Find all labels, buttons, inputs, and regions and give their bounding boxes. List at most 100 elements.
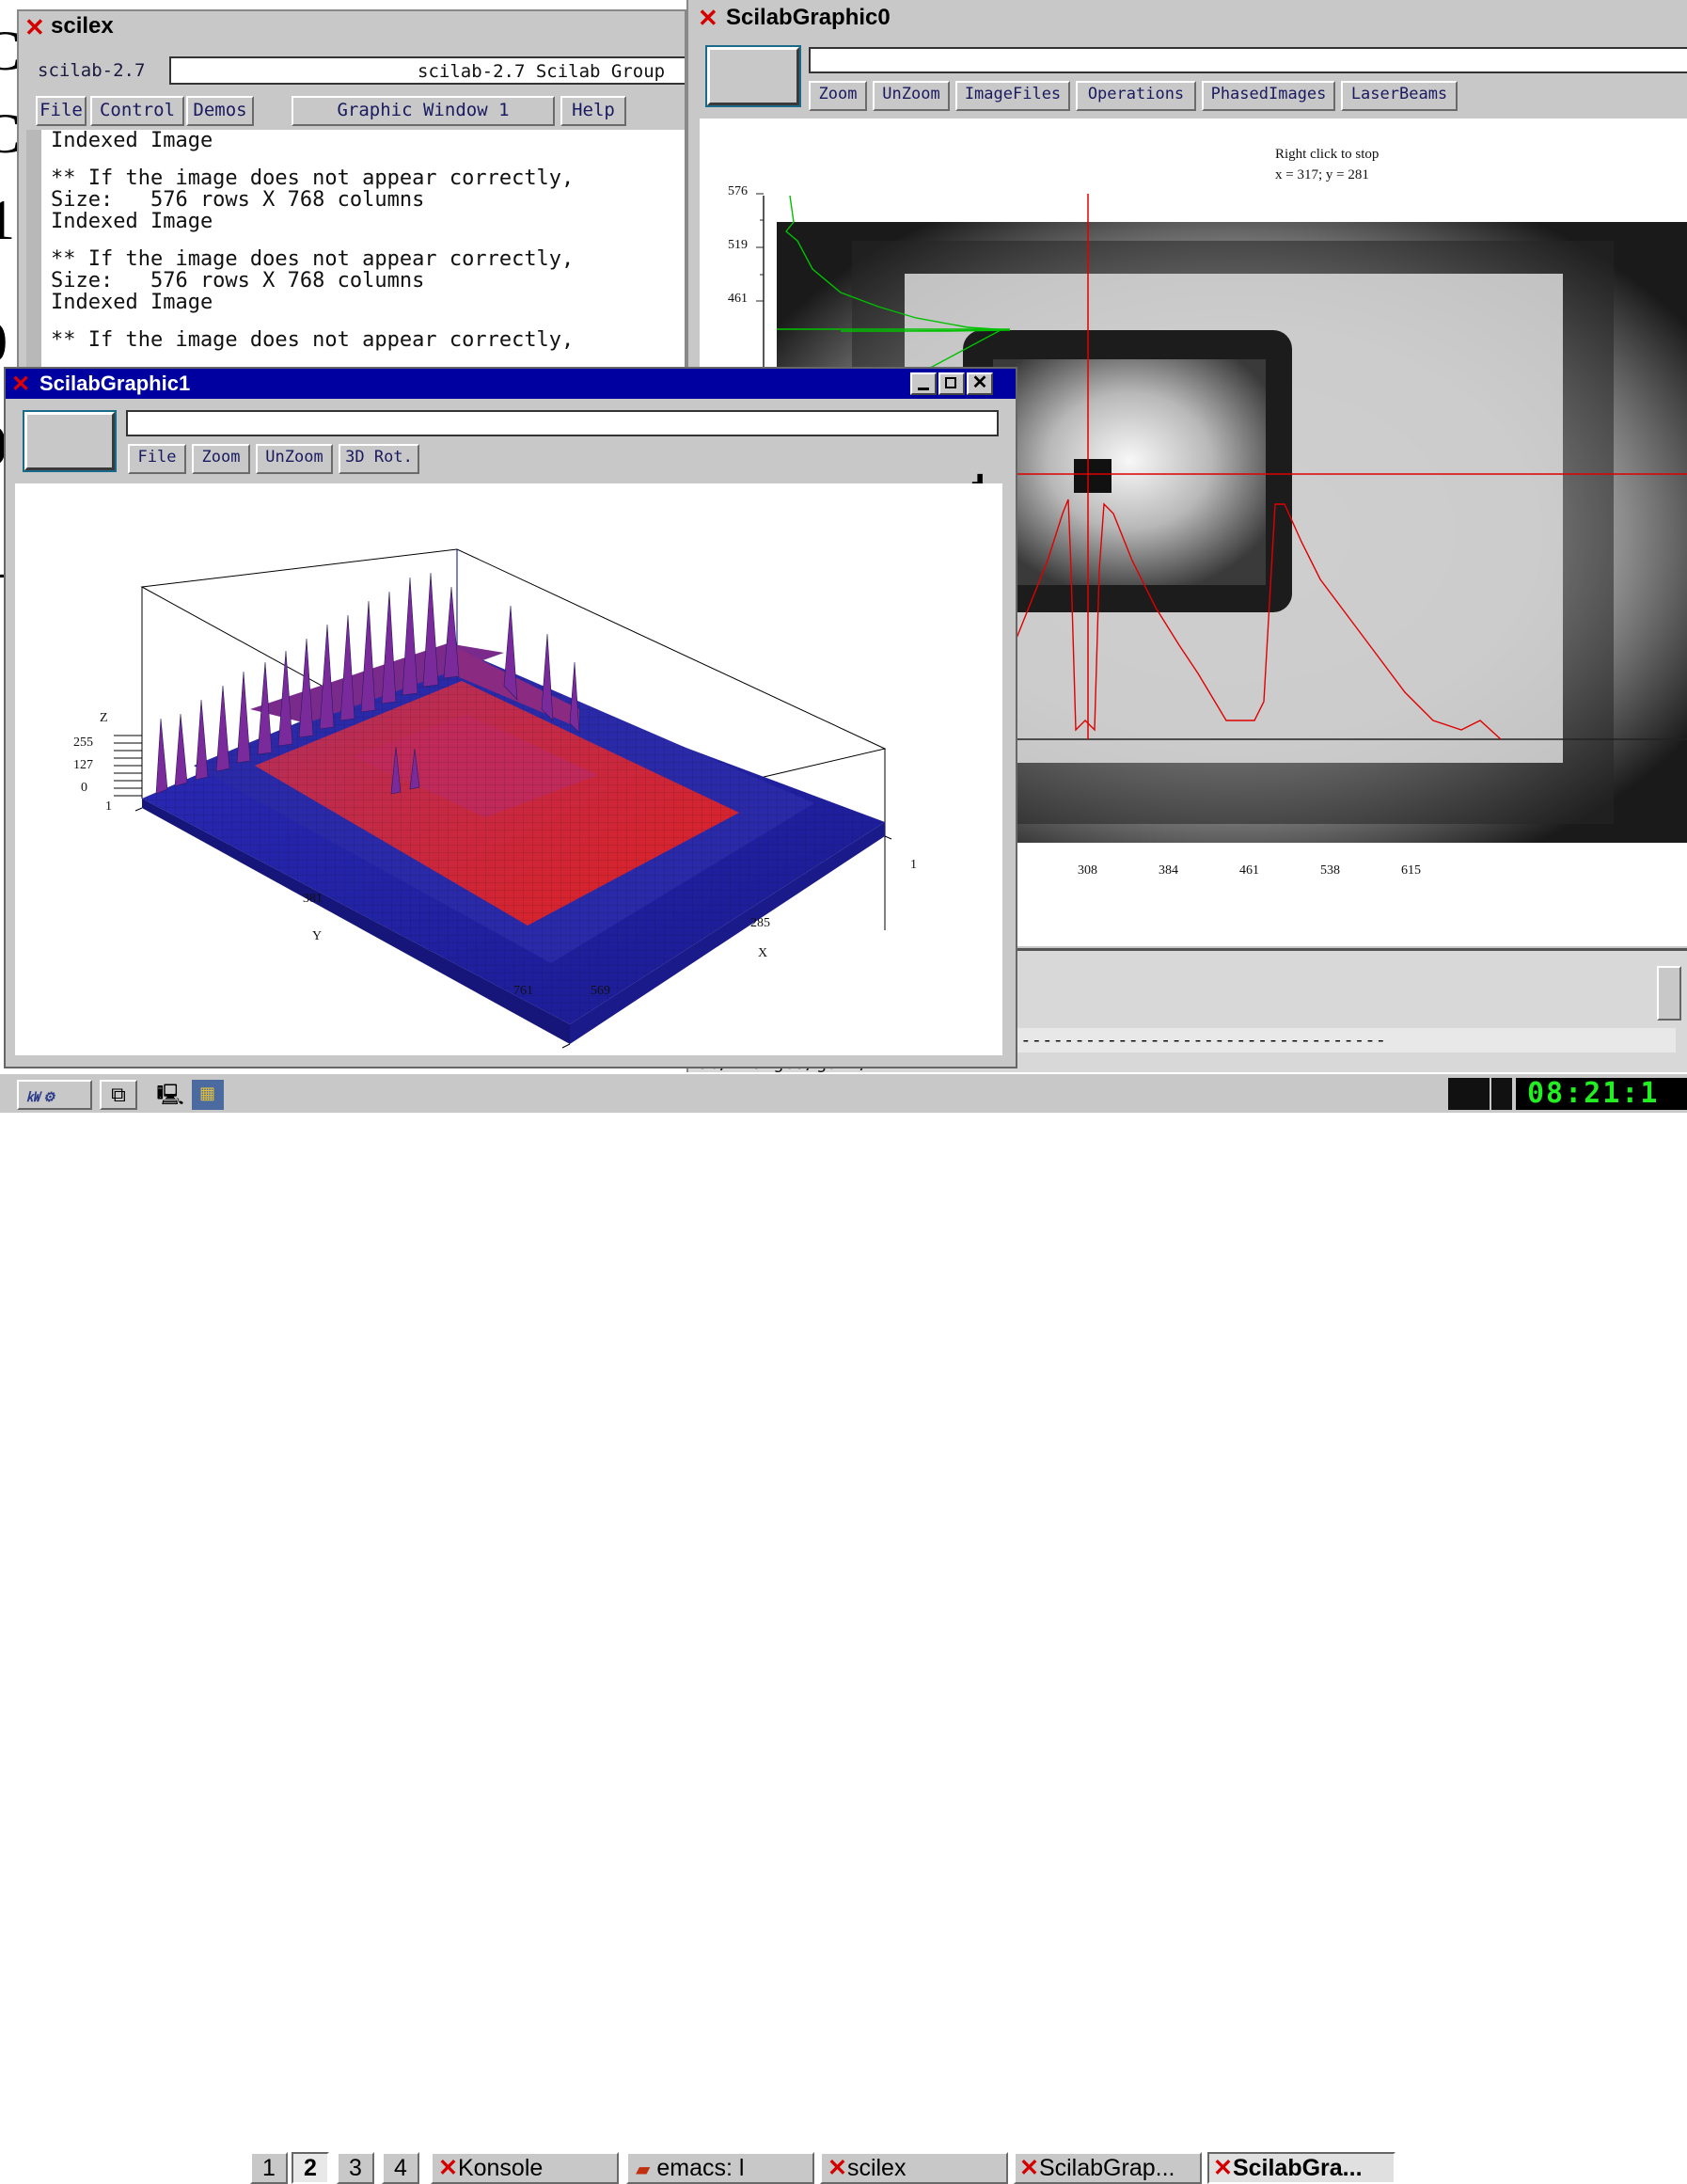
- y-tick-label: 519: [728, 238, 748, 252]
- x-axis-label: X: [758, 946, 768, 960]
- desktop-fragment: 0: [0, 310, 8, 375]
- task-label: ScilabGrap...: [1038, 2155, 1175, 2181]
- task-label: emacs: l: [656, 2155, 745, 2181]
- task-scilabgraphic0[interactable]: ✕ScilabGrap...: [1014, 2152, 1202, 2184]
- imagefiles-button[interactable]: ImageFiles: [955, 81, 1070, 111]
- x11-icon: ✕: [828, 2155, 847, 2181]
- console-line: [51, 232, 574, 248]
- task-scilabgraphic1[interactable]: ✕ScilabGra...: [1207, 2152, 1395, 2184]
- systray-block: [1491, 1078, 1512, 1110]
- graphic1-window: ✕ ScilabGraphic1 ✕ File Zoom UnZoom 3D R…: [4, 367, 1017, 1068]
- desktop-3-button[interactable]: 3: [337, 2152, 374, 2184]
- x11-icon: ✕: [698, 4, 718, 32]
- maximize-button[interactable]: [938, 372, 965, 395]
- menu-help[interactable]: Help: [560, 96, 626, 126]
- x-tick-label: 1: [910, 858, 917, 872]
- y-axis-ticks: [134, 807, 892, 1049]
- laserbeams-button[interactable]: LaserBeams: [1341, 81, 1458, 111]
- 3d-rot-button[interactable]: 3D Rot.: [339, 444, 419, 474]
- scilex-window: ✕ scilex scilab-2.7 scilab-2.7 Scilab Gr…: [17, 9, 686, 389]
- x-tick-label: 308: [1078, 863, 1097, 878]
- apps-icon: ▦: [199, 1084, 216, 1102]
- task-konsole[interactable]: ✕Konsole: [431, 2152, 619, 2184]
- task-label: Konsole: [457, 2155, 544, 2181]
- x-tick-label: 538: [1320, 863, 1340, 878]
- z-axis-ticks: [114, 735, 142, 797]
- z-tick-label: 127: [73, 758, 93, 772]
- minimize-button[interactable]: [910, 372, 937, 395]
- unzoom-button[interactable]: UnZoom: [873, 81, 950, 111]
- x11-icon: ✕: [438, 2155, 458, 2181]
- z-tick-label: 0: [81, 781, 87, 795]
- resize-grip-icon: ▟: [972, 474, 983, 489]
- menu-file[interactable]: File: [36, 96, 87, 126]
- desktop-4-button[interactable]: 4: [382, 2152, 419, 2184]
- center-spot: [1074, 459, 1112, 493]
- desktop-fragment: 1: [0, 189, 15, 251]
- graphic1-pointer-button[interactable]: [24, 412, 115, 470]
- maximize-icon: [945, 377, 956, 388]
- menu-control[interactable]: Control: [90, 96, 184, 126]
- operations-button[interactable]: Operations: [1076, 81, 1196, 111]
- z-axis-label: Z: [100, 711, 108, 725]
- graphic1-message-field[interactable]: [126, 410, 999, 436]
- task-scilex[interactable]: ✕scilex: [820, 2152, 1008, 2184]
- terminal-launcher[interactable]: 🖳: [154, 1080, 186, 1110]
- window-title: ScilabGraphic0: [726, 5, 891, 30]
- app-launcher[interactable]: ▦: [192, 1080, 224, 1110]
- console-area[interactable]: Indexed Image ** If the image does not a…: [26, 129, 685, 388]
- banner-field: scilab-2.7 Scilab Group: [169, 56, 685, 85]
- unzoom-button[interactable]: UnZoom: [256, 444, 333, 474]
- console-line: [51, 313, 574, 329]
- desktop-fragment: C: [0, 103, 22, 165]
- console-line: [51, 151, 574, 167]
- desktop-fragment: C: [0, 20, 22, 82]
- menu-graphic-window[interactable]: Graphic Window 1: [292, 96, 555, 126]
- hint-line-2: x = 317; y = 281: [1275, 167, 1369, 182]
- y-tick-label: 461: [728, 292, 748, 306]
- console-line: Size: 576 rows X 768 columns: [51, 269, 425, 293]
- x11-icon: ✕: [24, 13, 45, 41]
- graphic1-titlebar[interactable]: ✕ ScilabGraphic1 ✕: [6, 369, 1016, 399]
- desktop-2-button[interactable]: 2: [292, 2152, 329, 2184]
- graphic0-message-field[interactable]: [809, 47, 1687, 73]
- surface-plot: [114, 548, 892, 1049]
- banner-text: scilab-2.7 Scilab Group: [418, 61, 666, 82]
- y-tick-label: 576: [728, 184, 748, 198]
- zoom-button[interactable]: Zoom: [809, 81, 867, 111]
- x11-icon: ✕: [1213, 2155, 1233, 2181]
- task-label: scilex: [846, 2155, 907, 2181]
- x11-icon: ✕: [11, 372, 31, 397]
- clock[interactable]: 08:21:1: [1516, 1078, 1687, 1110]
- task-label: ScilabGra...: [1232, 2155, 1363, 2181]
- y-tick-label: 761: [513, 984, 533, 998]
- kde-start-button[interactable]: ㎾ ⚙: [17, 1080, 92, 1110]
- hint-line-1: Right click to stop: [1275, 147, 1380, 162]
- x-tick-label: 569: [591, 984, 610, 998]
- zoom-button[interactable]: Zoom: [192, 444, 250, 474]
- graphic0-pointer-button[interactable]: [707, 47, 799, 105]
- console-line: Size: 576 rows X 768 columns: [51, 188, 425, 212]
- y-ticks: [756, 193, 764, 302]
- x-tick-label: 384: [1159, 863, 1178, 878]
- window-list-button[interactable]: ⧉: [100, 1080, 137, 1110]
- file-button[interactable]: File: [128, 444, 186, 474]
- window-title: scilex: [51, 13, 114, 39]
- menu-demos[interactable]: Demos: [186, 96, 254, 126]
- version-label: scilab-2.7: [38, 60, 146, 81]
- console-line: Indexed Image: [51, 129, 213, 152]
- emacs-scrollbar[interactable]: [1657, 966, 1681, 1021]
- close-button[interactable]: ✕: [967, 372, 993, 395]
- graphic1-canvas[interactable]: Z 255 127 0 1 381 Y 761 285 X 569 1: [15, 483, 1002, 1055]
- phasedimages-button[interactable]: PhasedImages: [1202, 81, 1335, 111]
- surface-spikes: [155, 572, 580, 795]
- graphic0-titlebar[interactable]: ✕ ScilabGraphic0: [688, 0, 1687, 34]
- x-tick-label: 285: [750, 916, 770, 930]
- task-emacs[interactable]: ▰ emacs: l: [626, 2152, 814, 2184]
- taskbar: ㎾ ⚙ ⧉ 🖳 ▦ 1 2 3 4 ✕Konsole ▰ emacs: l ✕s…: [0, 1072, 1687, 2184]
- console-line: Indexed Image: [51, 210, 213, 233]
- desktop-1-button[interactable]: 1: [250, 2152, 288, 2184]
- scilex-titlebar[interactable]: ✕ scilex: [19, 11, 685, 41]
- windows-icon: ⧉: [111, 1083, 126, 1106]
- close-icon: ✕: [971, 372, 988, 393]
